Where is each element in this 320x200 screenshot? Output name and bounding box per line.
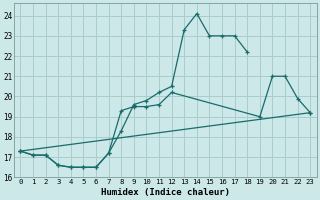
X-axis label: Humidex (Indice chaleur): Humidex (Indice chaleur): [101, 188, 230, 197]
